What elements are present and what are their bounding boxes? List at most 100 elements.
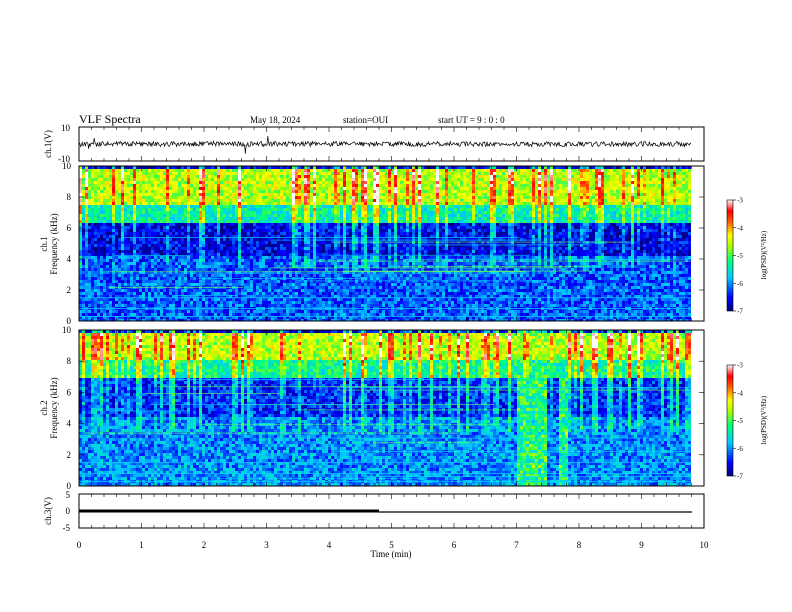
spectrogram-cell bbox=[331, 247, 334, 250]
spectrogram-cell bbox=[286, 178, 289, 181]
spectrogram-cell bbox=[184, 298, 187, 301]
spectrogram-cell bbox=[328, 241, 331, 244]
spectrogram-cell bbox=[109, 214, 112, 217]
spectrogram-cell bbox=[253, 172, 256, 175]
spectrogram-cell bbox=[142, 313, 145, 316]
spectrogram-cell bbox=[85, 217, 88, 220]
spectrogram-cell bbox=[190, 205, 193, 208]
spectrogram-cell bbox=[160, 274, 163, 277]
spectrogram-cell bbox=[331, 259, 334, 262]
spectrogram-cell bbox=[127, 214, 130, 217]
spectrogram-cell bbox=[334, 178, 337, 181]
spectrogram-cell bbox=[115, 193, 118, 196]
spectrogram-cell bbox=[253, 304, 256, 307]
spectrogram-cell bbox=[265, 289, 268, 292]
spectrogram-cell bbox=[148, 220, 151, 223]
spectrogram-cell bbox=[121, 271, 124, 274]
spectrogram-cell bbox=[97, 241, 100, 244]
spectrogram-cell bbox=[211, 259, 214, 262]
spectrogram-cell bbox=[109, 229, 112, 232]
spectrogram-cell bbox=[241, 217, 244, 220]
spectrogram-cell bbox=[265, 280, 268, 283]
spectrogram-cell bbox=[244, 217, 247, 220]
spectrogram-cell bbox=[169, 187, 172, 190]
spectrogram-cell bbox=[295, 175, 298, 178]
spectrogram-cell bbox=[307, 268, 310, 271]
spectrogram-cell bbox=[145, 178, 148, 181]
spectrogram-cell bbox=[337, 280, 340, 283]
spectrogram-cell bbox=[202, 184, 205, 187]
spectrogram-cell bbox=[265, 250, 268, 253]
spectrogram-cell bbox=[139, 193, 142, 196]
spectrogram-cell bbox=[208, 271, 211, 274]
spectrogram-cell bbox=[250, 268, 253, 271]
spectrogram-cell bbox=[247, 313, 250, 316]
spectrogram-cell bbox=[115, 202, 118, 205]
spectrogram-cell bbox=[226, 181, 229, 184]
spectrogram-cell bbox=[349, 214, 352, 217]
spectrogram-cell bbox=[238, 214, 241, 217]
spectrogram-cell bbox=[253, 208, 256, 211]
spectrogram-cell bbox=[232, 289, 235, 292]
spectrogram-cell bbox=[109, 313, 112, 316]
ch1-trace bbox=[79, 136, 691, 154]
spectrogram-cell bbox=[355, 217, 358, 220]
spectrogram-cell bbox=[301, 178, 304, 181]
spectrogram-cell bbox=[175, 193, 178, 196]
spectrogram-cell bbox=[283, 310, 286, 313]
spectrogram-cell bbox=[106, 244, 109, 247]
spectrogram-cell bbox=[130, 262, 133, 265]
spectrogram-cell bbox=[127, 271, 130, 274]
spectrogram-cell bbox=[178, 304, 181, 307]
spectrogram-cell bbox=[187, 259, 190, 262]
spectrogram-cell bbox=[115, 232, 118, 235]
spectrogram-cell bbox=[100, 229, 103, 232]
spectrogram-cell bbox=[142, 196, 145, 199]
spectrogram-cell bbox=[229, 193, 232, 196]
spectrogram-cell bbox=[280, 208, 283, 211]
spectrogram-cell bbox=[214, 229, 217, 232]
spectrogram-cell bbox=[310, 217, 313, 220]
spectrogram-cell bbox=[340, 223, 343, 226]
spectrogram-cell bbox=[97, 196, 100, 199]
spectrogram-cell bbox=[361, 172, 364, 175]
spectrogram-cell bbox=[325, 253, 328, 256]
spectrogram-cell bbox=[361, 193, 364, 196]
spectrogram-cell bbox=[106, 172, 109, 175]
spectrogram-cell bbox=[256, 298, 259, 301]
spectrogram-cell bbox=[220, 268, 223, 271]
spectrogram-cell bbox=[118, 241, 121, 244]
spectrogram-cell bbox=[160, 250, 163, 253]
spectrogram-cell bbox=[184, 268, 187, 271]
spectrogram-cell bbox=[343, 226, 346, 229]
spectrogram-cell bbox=[343, 253, 346, 256]
spectrogram-cell bbox=[244, 232, 247, 235]
spectrogram-cell bbox=[193, 250, 196, 253]
spectrogram-cell bbox=[148, 262, 151, 265]
spectrogram-cell bbox=[211, 253, 214, 256]
spectrogram-cell bbox=[97, 313, 100, 316]
spectrogram-cell bbox=[184, 196, 187, 199]
spectrogram-cell bbox=[226, 232, 229, 235]
spectrogram-cell bbox=[280, 214, 283, 217]
spectrogram-cell bbox=[130, 211, 133, 214]
spectrogram-cell bbox=[337, 265, 340, 268]
spectrogram-cell bbox=[355, 256, 358, 259]
spectrogram-cell bbox=[337, 211, 340, 214]
spectrogram-cell bbox=[199, 253, 202, 256]
spectrogram-cell bbox=[205, 253, 208, 256]
spectrogram-cell bbox=[346, 241, 349, 244]
spectrogram-cell bbox=[154, 187, 157, 190]
spectrogram-cell bbox=[85, 238, 88, 241]
spectrogram-cell bbox=[151, 283, 154, 286]
spectrogram-cell bbox=[364, 184, 367, 187]
spectrogram-cell bbox=[220, 193, 223, 196]
spectrogram-cell bbox=[313, 274, 316, 277]
spectrogram-cell bbox=[97, 175, 100, 178]
spectrogram-cell bbox=[364, 220, 367, 223]
spectrogram-cell bbox=[175, 241, 178, 244]
spectrogram-cell bbox=[88, 268, 91, 271]
spectrogram-cell bbox=[283, 256, 286, 259]
spectrogram-cell bbox=[268, 187, 271, 190]
spectrogram-cell bbox=[175, 196, 178, 199]
